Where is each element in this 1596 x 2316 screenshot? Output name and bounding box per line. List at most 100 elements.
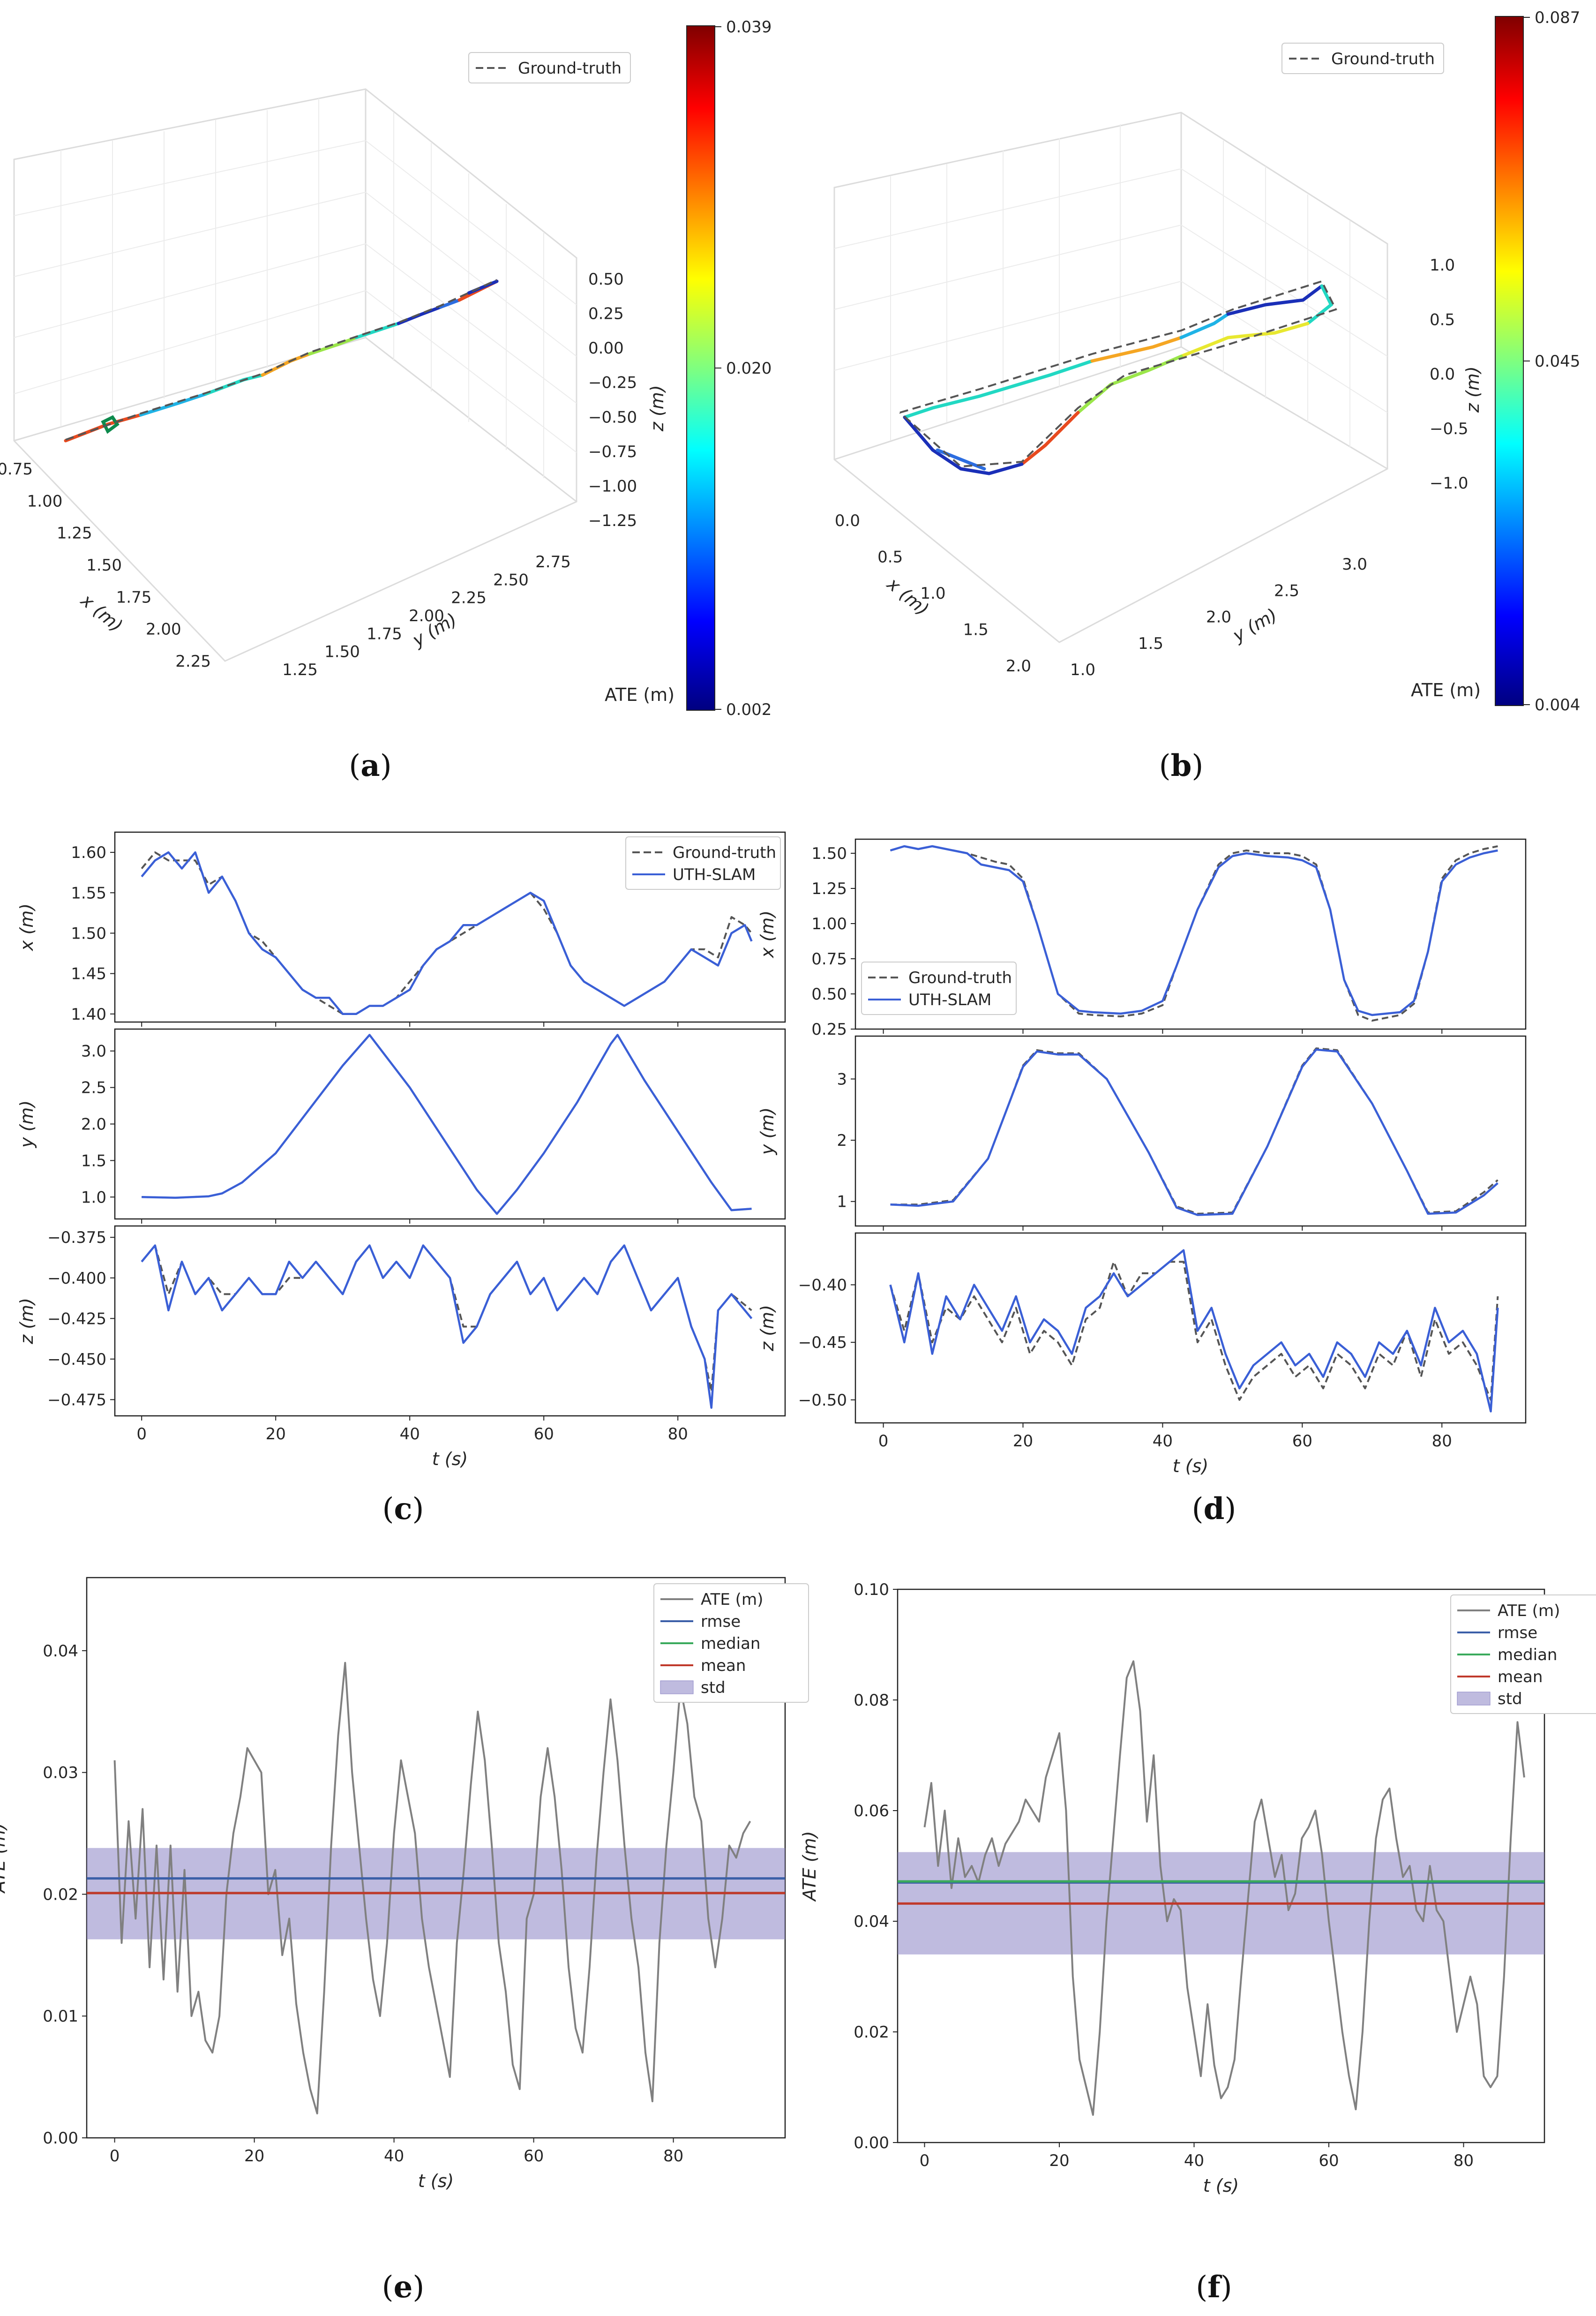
y-tick-label: 2.75 (535, 553, 571, 571)
x-axis-label: t (s) (418, 2171, 454, 2191)
x-axis-label: t (s) (1203, 2175, 1239, 2196)
x-tick-label: 20 (244, 2147, 264, 2166)
x-tick-label: 60 (534, 1425, 554, 1444)
x-tick-label: 0 (920, 2151, 930, 2170)
x-tick-label: 1.5 (963, 621, 989, 639)
y-tick-label: −0.400 (47, 1269, 106, 1288)
y-tick-label: −0.40 (798, 1276, 847, 1294)
z-tick-label: −0.5 (1430, 420, 1469, 438)
panel-a-z-ticks: 0.50 0.25 0.00 −0.25 −0.50 −0.75 −1.00 −1.25 (588, 270, 637, 530)
panel-b-x-ticks: 0.0 0.5 1.0 1.5 2.0 (835, 511, 1031, 676)
panel-f-ate-plot: 0.10 0.08 0.06 0.04 0.02 0.00 ATE (m) 0 20 40 60 80… (799, 1580, 1596, 2196)
z-tick-label: 0.0 (1430, 365, 1455, 384)
y-axis-label: ATE (m) (0, 1823, 9, 1894)
x-tick-label: 0 (878, 1432, 889, 1451)
y-tick-label: 1.50 (71, 924, 106, 943)
x-tick-label: 2.25 (175, 652, 211, 671)
z-tick-label: 1.0 (1430, 256, 1455, 275)
y-tick-label: 2 (837, 1131, 847, 1150)
panel-b-colorbar (1495, 16, 1524, 706)
subplot-axes (114, 1028, 786, 1220)
y-tick-label: 0.04 (854, 1912, 889, 1931)
uth-slam-line (889, 1249, 1499, 1413)
x-tick-label: 20 (1013, 1432, 1033, 1451)
subplot-x: 1.50 1.25 1.00 0.75 0.50 0.25 x (m) Ground-trut… (757, 838, 1527, 1039)
legend: ATE (m) rmse median mean std (653, 1583, 809, 1703)
y-tick-label: 2.25 (451, 589, 487, 608)
caption-d: (d) (1192, 1491, 1236, 1526)
legend-label: mean (701, 1656, 746, 1675)
x-tick-label: 40 (384, 2147, 404, 2166)
z-tick-label: −0.25 (588, 374, 637, 392)
legend-label: ATE (m) (701, 1590, 763, 1609)
legend-label: mean (1498, 1668, 1543, 1686)
y-tick-label: 0.75 (811, 950, 847, 969)
y-tick-label: 1.5 (1138, 634, 1163, 653)
y-tick-label: −0.425 (47, 1309, 106, 1328)
legend-label: Ground-truth (908, 969, 1012, 987)
y-tick-label: 2.50 (493, 571, 529, 589)
x-tick-label: 0 (110, 2147, 120, 2166)
x-tick-label: 1.75 (116, 588, 152, 607)
panel-e-ate-plot: 0.04 0.03 0.02 0.01 0.00 ATE (m) 0 20 40 60 80 t (s… (0, 1577, 809, 2191)
x-tick-label: 2.0 (1006, 657, 1031, 676)
panel-a-x-ticks: 0.75 1.00 1.25 1.50 1.75 2.00 2.25 (0, 460, 211, 671)
legend-label: rmse (701, 1612, 741, 1631)
y-tick-label: 1.60 (71, 843, 106, 862)
y-tick-label: −0.475 (47, 1391, 106, 1409)
y-tick-label: 0.04 (43, 1642, 78, 1661)
panel-a-ground-truth-line (65, 279, 497, 441)
ground-truth-line (889, 1261, 1499, 1401)
x-tick-label: 1.0 (920, 584, 945, 603)
z-tick-label: 0.25 (588, 305, 624, 323)
y-tick-label: 3.0 (1342, 555, 1367, 574)
panel-a-legend: Ground-truth (468, 52, 631, 83)
z-tick-label: −1.00 (588, 477, 637, 496)
x-tick-label: 0.0 (835, 511, 860, 530)
legend-label: Ground-truth (673, 843, 776, 862)
legend-label: ATE (m) (1498, 1602, 1560, 1620)
z-tick-label: −1.0 (1430, 474, 1469, 493)
panel-a-colorbar (686, 25, 715, 711)
y-tick-label: 0.08 (854, 1691, 889, 1710)
panel-a-axes-box (13, 88, 577, 662)
y-tick-label: −0.375 (47, 1228, 106, 1247)
panel-b-colorbar-label: ATE (m) (1411, 680, 1481, 700)
panel-a-z-label: z (m) (647, 385, 667, 432)
legend-frame (653, 1583, 809, 1703)
y-tick-label: 2.5 (81, 1079, 106, 1098)
subplot-x: 1.60 1.55 1.50 1.45 1.40 x (m) Ground-truth UTH… (16, 831, 786, 1027)
y-axis-label: y (m) (16, 1100, 37, 1148)
panel-a-colorbar-label: ATE (m) (605, 684, 674, 705)
ground-truth-line (890, 845, 1498, 1022)
subplot-axes (854, 1035, 1527, 1227)
uth-slam-line (141, 851, 753, 1015)
legend-frame (625, 836, 781, 890)
legend-label: UTH-SLAM (673, 865, 756, 884)
y-tick-label: 1.25 (282, 661, 318, 679)
caption-b: (b) (1159, 748, 1204, 783)
panel-c-xyz-time-series: 1.601.551.501.451.40x (m)Ground-truthUTH… (16, 831, 786, 1469)
y-tick-label: 1.25 (811, 880, 847, 898)
legend-label: median (1498, 1646, 1557, 1664)
y-tick-label: 1.00 (811, 915, 847, 933)
x-tick-label: 80 (1454, 2151, 1474, 2170)
subplot-y: 3 2 1 y (m) (757, 1035, 1527, 1231)
y-tick-label: 1.75 (367, 624, 402, 643)
z-tick-label: −0.75 (588, 443, 637, 461)
y-axis-label: x (m) (757, 910, 778, 958)
y-tick-label: 0.03 (43, 1764, 78, 1782)
z-tick-label: 0.50 (588, 270, 624, 289)
x-tick-label: 80 (663, 2147, 683, 2166)
y-tick-label: 1.55 (71, 884, 106, 902)
y-axis-label: z (m) (757, 1305, 778, 1352)
y-axis-label: z (m) (16, 1298, 37, 1345)
y-tick-label: 3 (837, 1070, 847, 1089)
y-axis-label: ATE (m) (799, 1831, 820, 1902)
colorbar-tick-label: 0.002 (726, 700, 772, 719)
y-tick-label: 1.0 (1070, 661, 1095, 679)
legend-label: median (701, 1634, 760, 1653)
x-tick-label: 60 (1292, 1432, 1312, 1451)
panel-b-3d-trajectory: Ground-truth 0.0 0.5 1.0 1.5 2.0 1.0 1.5 2.0 2.… (833, 8, 1580, 714)
